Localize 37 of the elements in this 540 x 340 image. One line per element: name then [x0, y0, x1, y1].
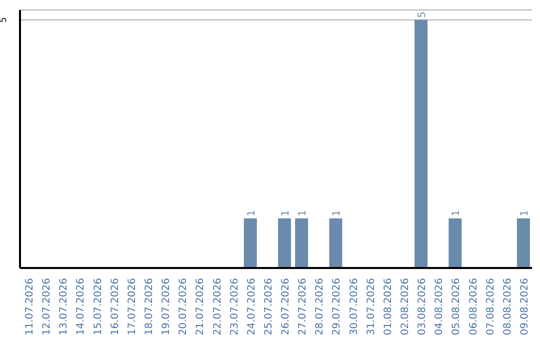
x-tick-label: 15.07.2026 [92, 278, 104, 336]
data-label: 1 [298, 210, 309, 216]
x-tick-label: 23.07.2026 [229, 278, 240, 336]
x-tick-label: 28.07.2026 [314, 278, 326, 336]
data-label: 1 [519, 210, 530, 216]
x-tick-label: 05.08.2026 [451, 278, 462, 336]
x-tick-label: 30.07.2026 [348, 278, 360, 336]
x-tick-label: 06.08.2026 [468, 278, 480, 336]
x-tick-label: 16.07.2026 [110, 278, 121, 336]
x-tick-label: 27.07.2026 [298, 278, 309, 336]
x-tick-label: 01.08.2026 [382, 278, 394, 336]
x-tick-label: 08.08.2026 [502, 278, 514, 336]
x-tick-label: 07.08.2026 [485, 278, 496, 336]
x-tick-label: 09.08.2026 [519, 278, 530, 336]
x-tick-label: 26.07.2026 [280, 278, 292, 336]
x-tick-label: 21.07.2026 [195, 278, 206, 336]
x-tick-label: 12.07.2026 [42, 278, 53, 336]
data-label: 1 [246, 210, 258, 216]
data-label: 1 [280, 210, 292, 216]
x-tick-label: 17.07.2026 [126, 278, 138, 336]
x-tick-label: 25.07.2026 [263, 278, 274, 336]
x-tick-label: 31.07.2026 [366, 278, 377, 336]
x-tick-label: 03.08.2026 [417, 278, 428, 336]
x-tick-label: 29.07.2026 [332, 278, 343, 336]
x-tick-label: 04.08.2026 [434, 278, 446, 336]
x-tick-label: 11.07.2026 [24, 278, 36, 336]
data-label: 5 [417, 12, 428, 18]
x-tick-label: 13.07.2026 [58, 278, 70, 336]
x-tick-label: 22.07.2026 [212, 278, 224, 336]
data-label: 1 [451, 210, 462, 216]
x-tick-label: 02.08.2026 [400, 278, 411, 336]
x-tick-label: 20.07.2026 [178, 278, 190, 336]
x-tick-label: 14.07.2026 [76, 278, 87, 336]
data-label: 1 [332, 210, 343, 216]
x-tick-label: 18.07.2026 [144, 278, 155, 336]
x-tick-label: 19.07.2026 [161, 278, 172, 336]
x-tick-label: 24.07.2026 [246, 278, 258, 336]
